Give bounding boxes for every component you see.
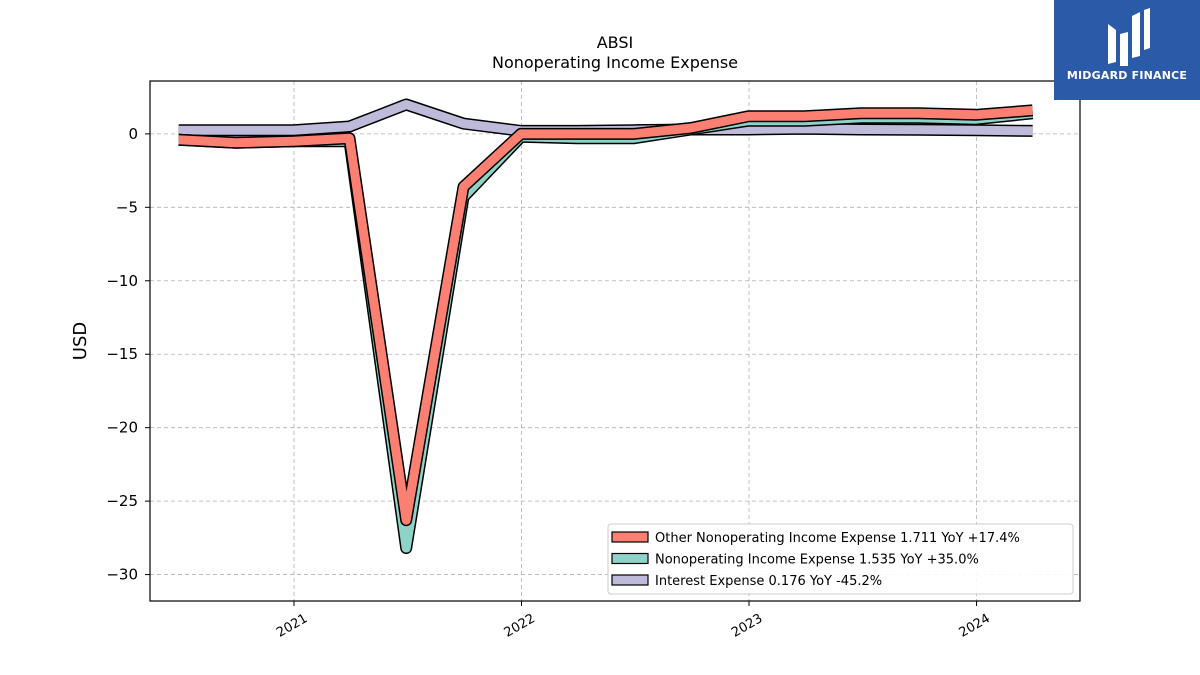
legend: Other Nonoperating Income Expense 1.711 … [607, 523, 1074, 595]
y-tick-label: −25 [106, 492, 138, 510]
y-tick-label: 0 [128, 125, 138, 143]
y-tick-label: −5 [116, 198, 138, 216]
y-tick-label: −30 [106, 566, 138, 584]
legend-entry: Nonoperating Income Expense 1.535 YoY +3… [655, 553, 979, 568]
x-tick-label: 2024 [957, 611, 993, 641]
y-tick-label: −10 [106, 272, 138, 290]
x-axis: 2021 2022 2023 2024 [274, 601, 993, 641]
plot-frame [149, 80, 1081, 602]
series-nonoperating-income-expense-line [178, 108, 1034, 553]
chart-subtitle: Nonoperating Income Expense [492, 53, 738, 72]
x-tick-label: 2022 [502, 611, 538, 641]
series-other-nonoperating-income-expense-line [178, 105, 1033, 525]
x-tick-label: 2021 [274, 611, 310, 641]
series-nonoperating-income-expense-outline [178, 107, 1034, 555]
series-group [178, 98, 1034, 555]
y-axis: 0 −5 −10 −15 −20 −25 −30 [106, 125, 150, 584]
series-other-nonoperating-income-expense-outline [178, 104, 1034, 527]
brand-logo: MIDGARD FINANCE [1054, 0, 1200, 100]
chart-title: ABSI [597, 33, 634, 52]
grid-lines [150, 81, 1080, 601]
legend-entry: Interest Expense 0.176 YoY -45.2% [655, 574, 882, 589]
y-tick-label: −15 [106, 345, 138, 363]
legend-entry: Other Nonoperating Income Expense 1.711 … [655, 531, 1020, 546]
logo-text: MIDGARD FINANCE [1066, 69, 1188, 82]
legend-box [607, 523, 1074, 595]
y-tick-label: −20 [106, 419, 138, 437]
x-tick-label: 2023 [729, 611, 765, 641]
legend-swatch [611, 552, 649, 565]
legend-swatch [611, 574, 649, 586]
y-axis-label: USD [70, 322, 91, 360]
legend-swatch [611, 531, 649, 543]
logo-mark-icon [1108, 8, 1150, 66]
